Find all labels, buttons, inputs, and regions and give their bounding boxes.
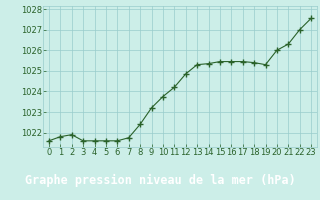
Text: Graphe pression niveau de la mer (hPa): Graphe pression niveau de la mer (hPa) xyxy=(25,173,295,187)
